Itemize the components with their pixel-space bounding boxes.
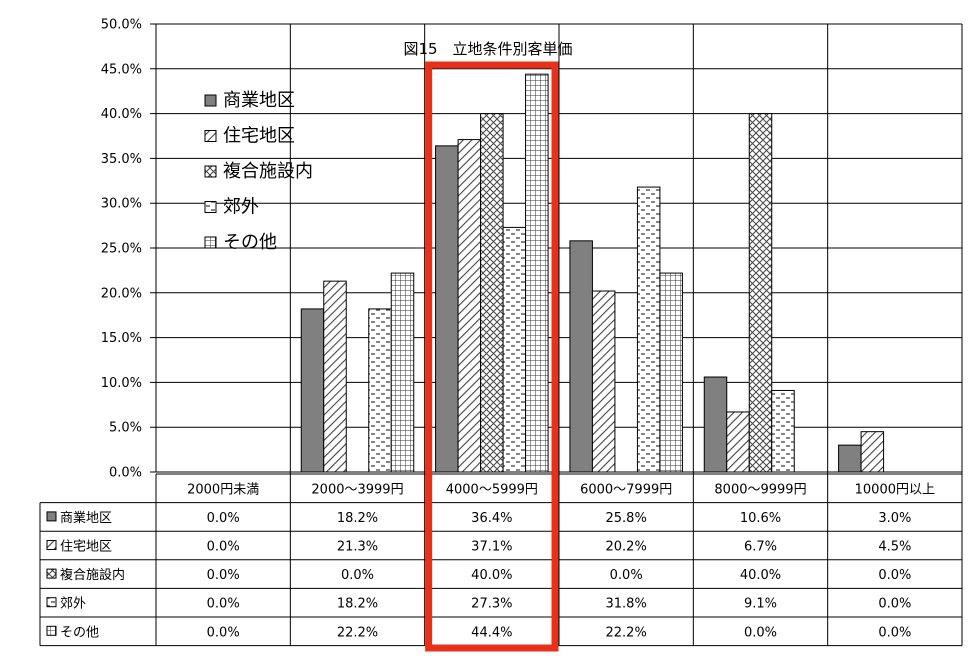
y-tick-label: 5.0% [109, 421, 142, 436]
table-cell: 6.7% [744, 540, 777, 555]
table-row-label: 住宅地区 [60, 540, 112, 555]
x-category-label: 6000～7999円 [580, 482, 672, 497]
table-cell: 0.0% [207, 511, 240, 526]
table-cell: 37.1% [471, 540, 512, 555]
bar-郊外-8000～9999円 [771, 389, 795, 473]
legend-swatch [204, 130, 217, 142]
bar-住宅地区-4000～5999円 [457, 139, 482, 473]
table-row-label: その他 [60, 625, 99, 640]
table-cell: 4.5% [878, 540, 911, 555]
bar-住宅地区-10000円以上 [860, 431, 885, 473]
x-category-label: 2000円未満 [187, 482, 259, 497]
table-cell: 21.3% [337, 540, 378, 555]
x-category-label: 4000～5999円 [446, 482, 538, 497]
table-cell: 0.0% [207, 625, 240, 640]
highlight-rectangle [425, 61, 559, 652]
data-table: 2000円未満 2000～3999円 4000～5999円 6000～7999円 800… [39, 24, 963, 647]
table-legend-swatch [46, 625, 57, 636]
table-cell: 40.0% [471, 568, 512, 583]
table-cell: 0.0% [207, 568, 240, 583]
legend-swatch [204, 94, 217, 107]
y-tick-label: 25.0% [101, 242, 142, 257]
y-tick-label: 40.0% [101, 107, 142, 122]
y-tick-label: 20.0% [101, 286, 142, 301]
y-tick-label: 15.0% [101, 331, 142, 346]
x-category-label: 10000円以上 [855, 482, 935, 497]
table-cell: 0.0% [207, 540, 240, 555]
highlight-box [425, 61, 559, 652]
legend-label: 複合施設内 [223, 161, 313, 182]
bar-商業地区-4000～5999円 [435, 145, 459, 473]
table-cell: 31.8% [606, 597, 647, 612]
legend-label: その他 [223, 232, 277, 253]
table-cell: 0.0% [878, 597, 911, 612]
table-cell: 22.2% [337, 625, 378, 640]
legend-label: 住宅地区 [223, 126, 295, 147]
table-cell: 0.0% [878, 568, 911, 583]
table-cell: 9.1% [744, 597, 777, 612]
x-category-label: 2000～3999円 [311, 482, 403, 497]
table-cell: 3.0% [878, 511, 911, 526]
table-cell: 10.6% [740, 511, 781, 526]
y-tick-label: 35.0% [101, 152, 142, 167]
y-tick-label: 0.0% [109, 466, 142, 481]
legend-label: 郊外 [223, 197, 259, 218]
table-cell: 25.8% [606, 511, 647, 526]
table-legend-swatch [46, 597, 57, 608]
legend-label: 商業地区 [223, 90, 295, 111]
table-cell: 44.4% [471, 625, 512, 640]
y-tick-label: 45.0% [101, 62, 142, 77]
table-cell: 18.2% [337, 511, 378, 526]
y-axis-ticks: 0.0% 5.0% 10.0% 15.0% 20.0% 25.0% 30.0% 35.0% 40… [101, 18, 142, 481]
table-row-label: 郊外 [60, 596, 86, 612]
bar-商業地区-6000～7999円 [569, 240, 593, 473]
table-cell: 0.0% [207, 597, 240, 612]
table-cell: 40.0% [740, 568, 781, 583]
legend-swatch [204, 236, 217, 249]
table-cell: 0.0% [341, 568, 374, 583]
bars [300, 73, 885, 473]
table-cell: 0.0% [610, 568, 643, 583]
legend-swatch [204, 165, 217, 178]
bar-商業地区-8000～9999円 [703, 376, 728, 473]
y-tick-label: 30.0% [101, 197, 142, 212]
table-cell: 22.2% [606, 625, 647, 640]
bar-住宅地区-2000～3999円 [323, 280, 347, 473]
table-cell: 36.4% [471, 511, 512, 526]
bar-商業地区-10000円以上 [838, 444, 862, 473]
table-legend-swatch [46, 540, 57, 550]
bar-住宅地区-6000～7999円 [591, 290, 616, 473]
table-legend-swatch [46, 511, 57, 522]
table-row-label: 商業地区 [60, 510, 112, 526]
table-row-label: 複合施設内 [60, 567, 125, 583]
y-tick-label: 50.0% [101, 18, 142, 33]
bar-複合施設内-8000～9999円 [748, 113, 773, 473]
table-legend-swatch [46, 568, 57, 579]
bar-その他-6000～7999円 [659, 272, 683, 473]
bar-郊外-4000～5999円 [502, 226, 527, 473]
bar-商業地区-2000～3999円 [300, 308, 325, 473]
bar-その他-4000～5999円 [525, 73, 549, 473]
table-cell: 0.0% [878, 625, 911, 640]
x-category-label: 8000～9999円 [714, 482, 806, 497]
table-cell: 18.2% [337, 597, 378, 612]
bar-郊外-6000～7999円 [636, 186, 661, 473]
table-cell: 27.3% [471, 597, 512, 612]
bar-その他-2000～3999円 [390, 272, 415, 473]
bar-郊外-2000～3999円 [368, 308, 392, 473]
legend-swatch [204, 201, 217, 213]
bar-複合施設内-4000～5999円 [480, 113, 504, 473]
bar-住宅地区-8000～9999円 [726, 411, 750, 473]
chart-title: 図15 立地条件別客単価 [403, 40, 572, 58]
table-cell: 0.0% [744, 625, 777, 640]
y-tick-label: 10.0% [101, 376, 142, 391]
table-cell: 20.2% [606, 540, 647, 555]
